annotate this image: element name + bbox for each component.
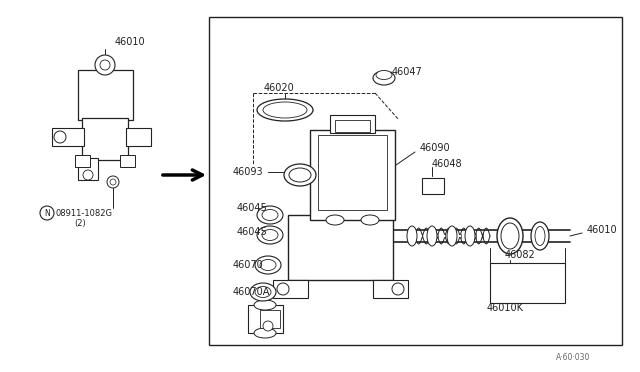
Ellipse shape (257, 206, 283, 224)
Text: 46070: 46070 (233, 260, 264, 270)
Ellipse shape (531, 222, 549, 250)
Bar (78, 158, 98, 180)
Text: (2): (2) (74, 218, 86, 228)
Ellipse shape (326, 215, 344, 225)
Text: 08911-1082G: 08911-1082G (55, 208, 112, 218)
Text: 46010: 46010 (115, 37, 146, 47)
Ellipse shape (284, 164, 316, 186)
Ellipse shape (376, 71, 392, 80)
Ellipse shape (373, 71, 395, 85)
Bar (126, 128, 151, 146)
Ellipse shape (427, 226, 437, 246)
Ellipse shape (465, 226, 475, 246)
Circle shape (107, 176, 119, 188)
Bar (75, 155, 90, 167)
Bar (310, 130, 395, 220)
Bar (318, 135, 387, 210)
Circle shape (263, 321, 273, 331)
Ellipse shape (257, 99, 313, 121)
Ellipse shape (497, 218, 523, 254)
Ellipse shape (263, 102, 307, 118)
Ellipse shape (289, 168, 311, 182)
Ellipse shape (361, 215, 379, 225)
Bar (373, 280, 408, 298)
Text: 46010K: 46010K (486, 303, 524, 313)
Bar (120, 155, 135, 167)
Ellipse shape (407, 226, 417, 246)
Text: 46010: 46010 (587, 225, 618, 235)
Bar (273, 280, 308, 298)
Ellipse shape (255, 286, 271, 298)
Bar (209, 17, 622, 345)
Text: 46048: 46048 (432, 159, 463, 169)
Bar (490, 263, 565, 303)
Ellipse shape (262, 209, 278, 221)
Circle shape (392, 283, 404, 295)
Circle shape (277, 283, 289, 295)
Circle shape (100, 60, 110, 70)
Circle shape (54, 131, 66, 143)
Ellipse shape (257, 226, 283, 244)
Text: 46020: 46020 (264, 83, 295, 93)
Bar (82, 118, 128, 160)
Text: 46045: 46045 (237, 203, 268, 213)
Ellipse shape (262, 230, 278, 241)
Bar (52, 128, 84, 146)
Text: 46093: 46093 (233, 167, 264, 177)
Bar (288, 215, 393, 280)
Bar (335, 120, 370, 132)
Circle shape (40, 206, 54, 220)
Circle shape (95, 55, 115, 75)
Bar (78, 70, 133, 120)
Text: 46047: 46047 (392, 67, 423, 77)
Text: 46070A: 46070A (233, 287, 270, 297)
Ellipse shape (447, 226, 457, 246)
Ellipse shape (254, 328, 276, 338)
Ellipse shape (254, 300, 276, 310)
Bar (260, 310, 280, 328)
Text: N: N (44, 208, 50, 218)
Bar (248, 305, 283, 333)
Text: A·60·030: A·60·030 (556, 353, 590, 362)
Ellipse shape (250, 283, 276, 301)
Ellipse shape (255, 256, 281, 274)
Ellipse shape (501, 223, 519, 249)
Circle shape (83, 170, 93, 180)
Ellipse shape (535, 227, 545, 246)
Text: 46090: 46090 (420, 143, 451, 153)
Text: 46082: 46082 (504, 250, 536, 260)
Ellipse shape (260, 260, 276, 270)
Text: 46045: 46045 (237, 227, 268, 237)
Circle shape (110, 179, 116, 185)
Bar (330, 115, 375, 133)
Bar (422, 178, 444, 194)
